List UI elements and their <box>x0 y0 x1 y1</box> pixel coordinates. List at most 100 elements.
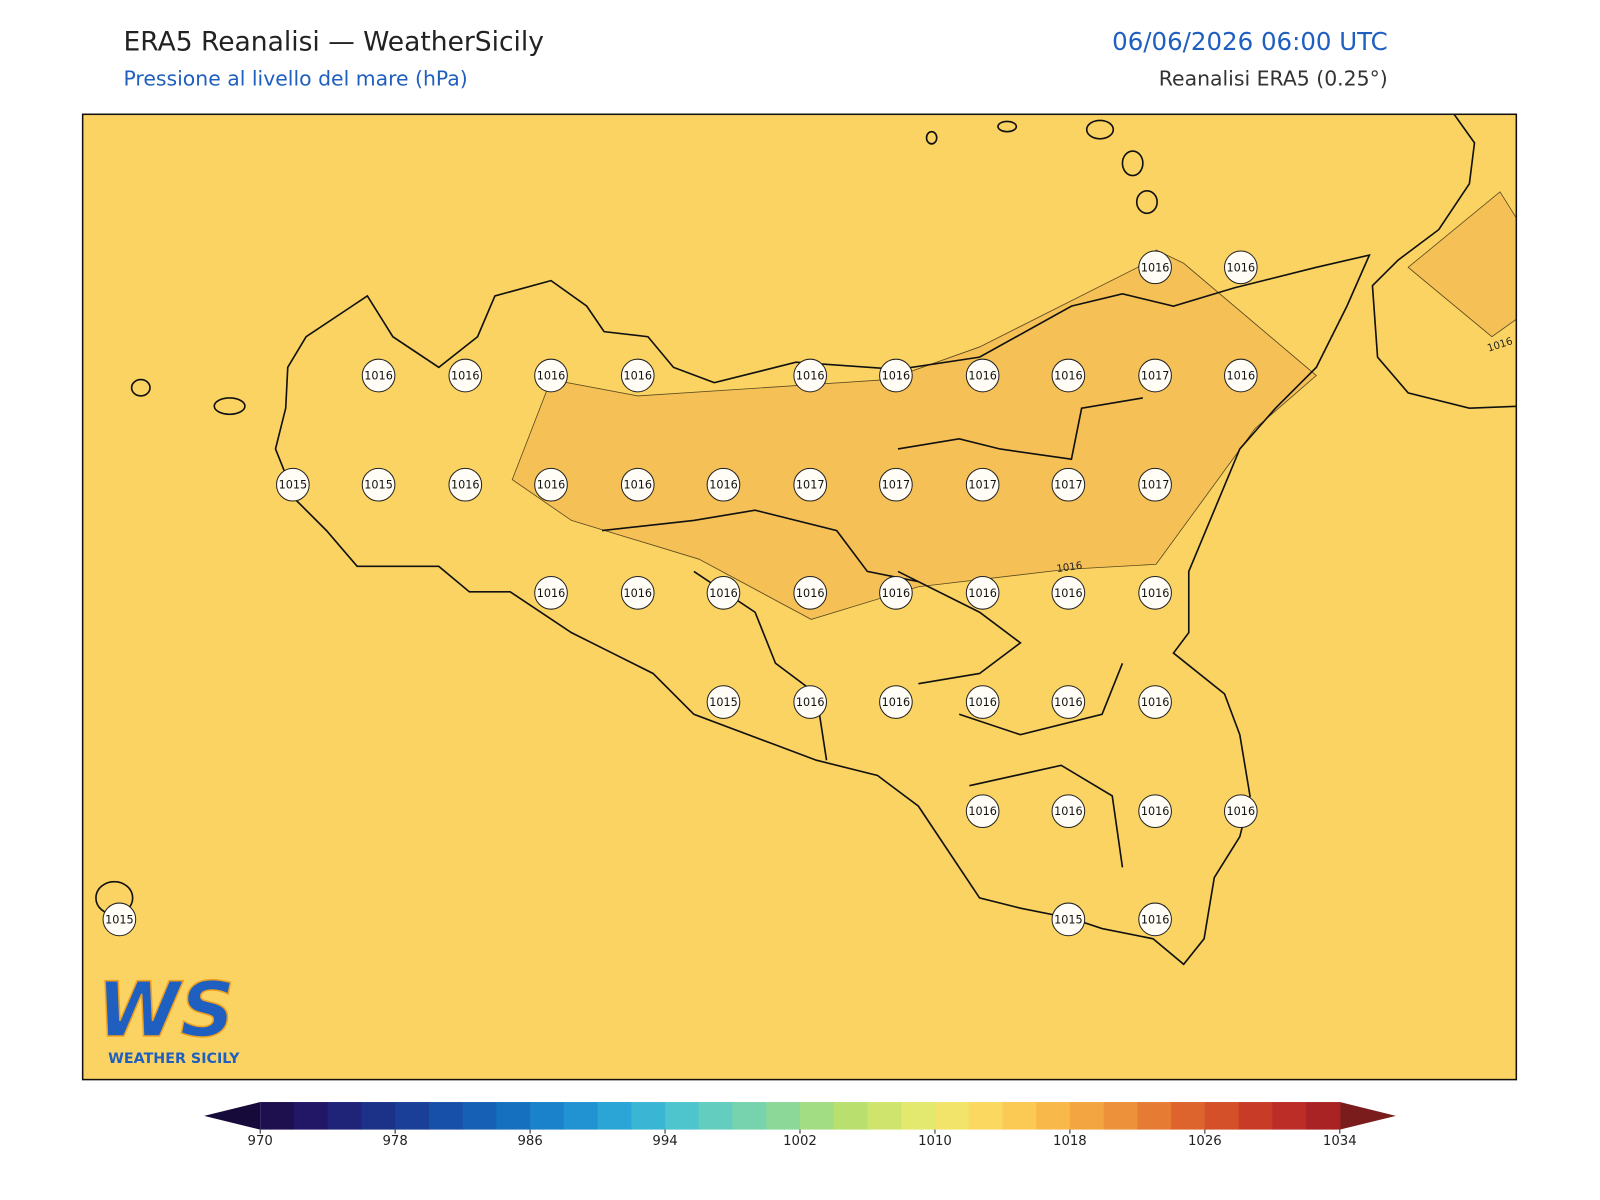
colorbar-bin <box>1306 1102 1341 1130</box>
colorbar-bin <box>1002 1102 1037 1130</box>
station-marker <box>706 576 741 610</box>
station-marker <box>1138 467 1172 502</box>
station-marker <box>620 576 655 610</box>
coastline <box>95 114 1517 966</box>
station-value: 1017 <box>1141 479 1170 492</box>
station-marker <box>1138 685 1172 719</box>
station-marker <box>879 358 913 393</box>
station-marker <box>534 467 568 502</box>
colorbar-bin <box>1204 1102 1240 1130</box>
station-marker <box>1223 358 1258 393</box>
colorbar-tick-label: 978 <box>383 1134 408 1149</box>
colorbar-tick-label: 994 <box>652 1134 677 1149</box>
station-value: 1017 <box>1141 370 1170 383</box>
station-value: 1016 <box>882 370 911 383</box>
station-value: 1016 <box>537 479 566 492</box>
station-marker <box>1223 794 1258 829</box>
station-marker <box>361 358 396 393</box>
colorbar-bin <box>1238 1102 1273 1130</box>
station-marker <box>879 576 913 610</box>
colorbar-extend-high <box>1339 1102 1396 1130</box>
colorbar-bin <box>698 1102 734 1130</box>
logo-caption: WEATHER SICILY <box>108 1051 240 1067</box>
station-marker <box>965 576 1000 610</box>
station-marker <box>1051 467 1086 502</box>
colorbar-bin <box>1036 1102 1071 1130</box>
station-value: 1016 <box>537 370 566 383</box>
station-value: 1015 <box>1054 913 1083 926</box>
colorbar-bin <box>1137 1102 1172 1130</box>
colorbar-bin <box>766 1102 801 1130</box>
station-marker <box>1138 794 1172 829</box>
station-value: 1016 <box>882 587 911 600</box>
station-marker <box>879 467 913 502</box>
colorbar-bin <box>800 1102 835 1130</box>
colorbar-tick-label: 1002 <box>783 1134 817 1149</box>
station-value: 1016 <box>1141 805 1170 818</box>
colorbar-extend-low <box>204 1102 261 1130</box>
station-value: 1016 <box>451 370 480 383</box>
station-value: 1016 <box>1054 587 1083 600</box>
station-marker <box>1051 358 1086 393</box>
station-value: 1015 <box>279 479 308 492</box>
station-marker <box>1138 250 1172 285</box>
station-marker <box>706 685 741 719</box>
colorbar-bin <box>968 1102 1003 1130</box>
colorbar-bin <box>833 1102 868 1130</box>
station-marker <box>965 794 1000 829</box>
colorbar-bin <box>530 1102 565 1130</box>
colorbar-bin <box>597 1102 632 1130</box>
station-value: 1016 <box>537 587 566 600</box>
station-value: 1016 <box>1141 587 1170 600</box>
high-pressure-area <box>1407 191 1517 338</box>
subtitle: Pressione al livello del mare (hPa) <box>123 67 467 91</box>
station-marker <box>361 467 396 502</box>
station-marker <box>965 358 1000 393</box>
map-frame <box>81 113 1518 1081</box>
colorbar-bin <box>867 1102 902 1130</box>
station-value: 1016 <box>882 696 911 709</box>
station-value: 1016 <box>709 479 738 492</box>
station-marker <box>1051 576 1086 610</box>
station-value: 1016 <box>1054 696 1083 709</box>
station-marker <box>1051 794 1086 829</box>
station-value: 1016 <box>623 370 652 383</box>
station-value: 1016 <box>796 370 825 383</box>
station-value: 1017 <box>882 479 911 492</box>
station-value: 1016 <box>1141 696 1170 709</box>
station-marker <box>448 467 483 502</box>
colorbar-bin <box>631 1102 666 1130</box>
colorbar-bin <box>293 1102 329 1130</box>
station-value: 1016 <box>1054 370 1083 383</box>
contour-label: 1016 <box>1056 561 1083 576</box>
station-marker <box>102 902 137 937</box>
station-value: 1016 <box>1227 261 1256 274</box>
colorbar-bin <box>934 1102 970 1130</box>
map: 1016 1016 1016 1016 1016 1016 1016 1016 1016 1016… <box>82 114 1517 1080</box>
station-value: 1015 <box>364 479 393 492</box>
colorbar: 970 978 986 994 1002 1010 1018 1026 1034 <box>204 1102 1396 1149</box>
station-marker <box>276 467 310 502</box>
station-value: 1016 <box>968 696 997 709</box>
colorbar-bin <box>395 1102 430 1130</box>
station-value: 1016 <box>709 587 738 600</box>
station-value: 1016 <box>1141 261 1170 274</box>
colorbar-bin <box>1171 1102 1206 1130</box>
station-value: 1016 <box>796 696 825 709</box>
station-value: 1016 <box>451 479 480 492</box>
station-marker <box>620 467 655 502</box>
station-marker <box>1138 358 1172 393</box>
title: ERA5 Reanalisi — WeatherSicily <box>123 26 544 57</box>
colorbar-bin <box>327 1102 362 1130</box>
colorbar-tick-label: 1010 <box>918 1134 952 1149</box>
station-marker <box>1051 685 1086 719</box>
station-marker <box>793 685 828 719</box>
source: Reanalisi ERA5 (0.25°) <box>1159 67 1388 91</box>
station-value: 1016 <box>1227 370 1256 383</box>
station-value: 1015 <box>709 696 738 709</box>
colorbar-bin <box>1069 1102 1105 1130</box>
station-value: 1016 <box>968 805 997 818</box>
station-marker <box>706 467 741 502</box>
